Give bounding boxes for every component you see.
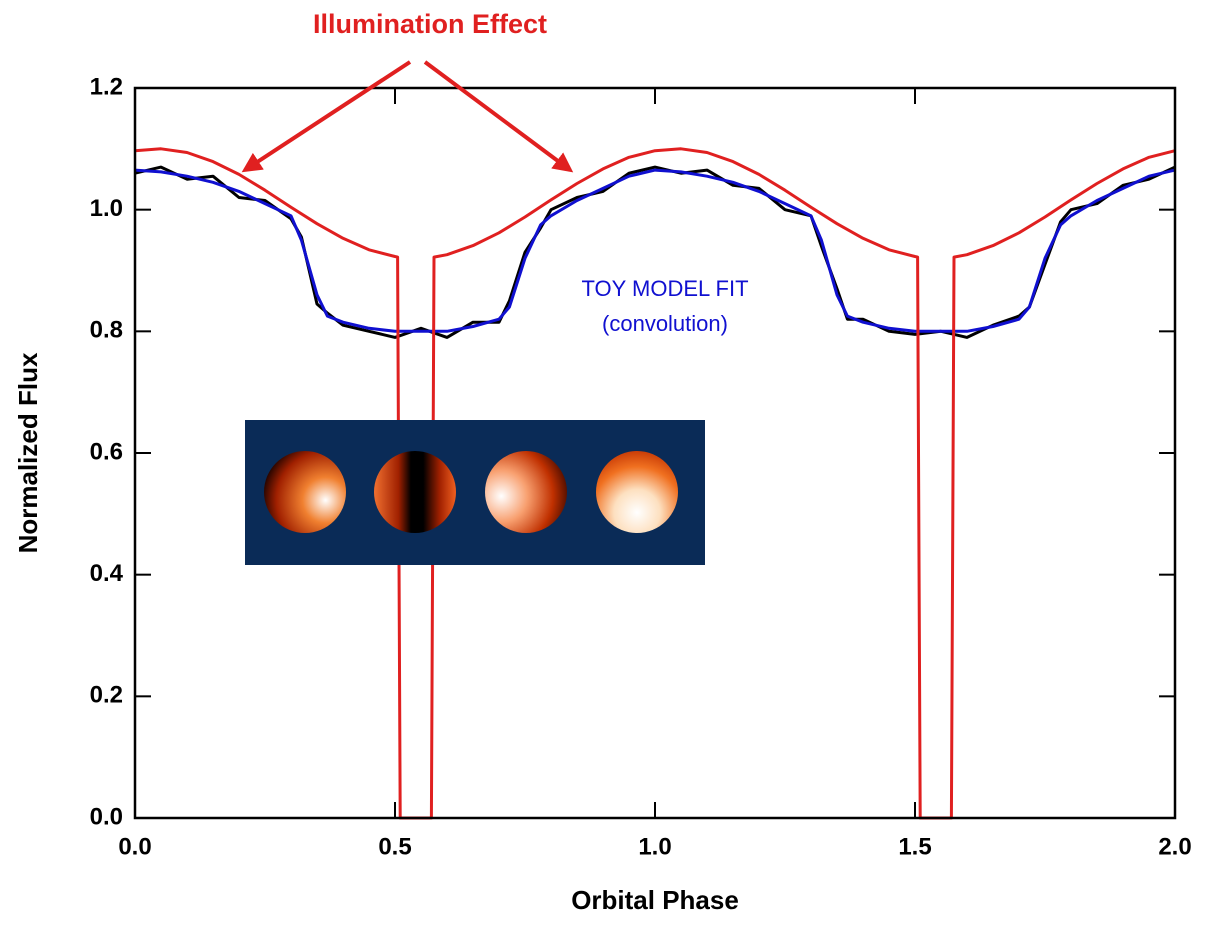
x-tick-label: 1.5 <box>898 833 931 860</box>
x-tick-label: 0.5 <box>378 833 411 860</box>
annotation: Illumination Effect <box>313 9 547 39</box>
data-line <box>134 168 1176 333</box>
annotation: TOY MODEL FIT <box>581 276 748 301</box>
y-tick-label: 1.2 <box>90 73 123 100</box>
x-tick-label: 0.0 <box>118 833 151 860</box>
sphere <box>596 451 678 533</box>
arrow <box>241 60 412 173</box>
annotation: (convolution) <box>602 311 728 336</box>
x-axis-label: Orbital Phase <box>571 885 739 915</box>
y-tick-label: 0.8 <box>90 317 123 344</box>
plot-area <box>134 147 1176 820</box>
data-line <box>134 147 1176 820</box>
sphere <box>264 451 346 533</box>
data-line <box>134 165 1176 339</box>
y-tick-label: 0.4 <box>90 560 124 587</box>
arrow <box>423 60 574 173</box>
y-tick-label: 0.2 <box>90 682 123 709</box>
y-tick-label: 0.6 <box>90 438 123 465</box>
y-tick-label: 0.0 <box>90 803 123 830</box>
x-tick-label: 2.0 <box>1158 833 1191 860</box>
inset-image <box>245 420 705 565</box>
y-axis-label: Normalized Flux <box>13 352 43 553</box>
sphere <box>374 451 456 533</box>
y-tick-label: 1.0 <box>90 195 123 222</box>
x-tick-label: 1.0 <box>638 833 671 860</box>
sphere <box>485 451 567 533</box>
